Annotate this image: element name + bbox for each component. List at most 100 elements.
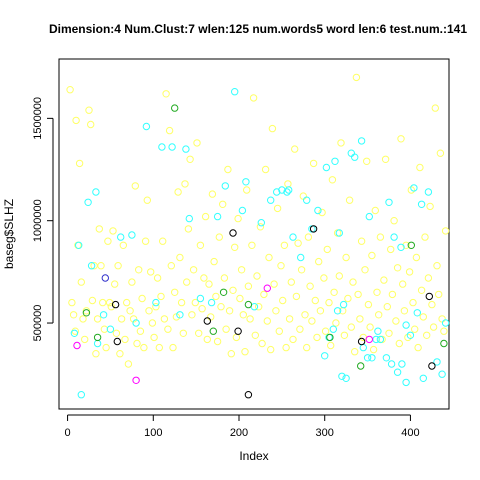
data-point-cyan-4: [87, 262, 96, 270]
data-point-cyan-8: [106, 325, 115, 333]
data-point-yellow-165: [349, 278, 357, 286]
data-point-yellow-25: [109, 227, 117, 235]
data-point-black-5: [244, 391, 253, 399]
data-point-yellow-99: [236, 294, 244, 303]
data-point-green-8: [407, 241, 415, 250]
data-point-yellow-92: [224, 165, 232, 174]
data-point-yellow-93: [225, 307, 234, 315]
data-point-cyan-56: [441, 319, 450, 327]
data-point-yellow-151: [325, 298, 333, 307]
data-point-yellow-15: [92, 350, 100, 358]
data-point-yellow-168: [354, 290, 362, 299]
data-point-yellow-77: [198, 305, 206, 313]
data-point-yellow-147: [318, 208, 326, 217]
data-point-yellow-81: [205, 280, 213, 288]
data-point-yellow-131: [291, 145, 299, 153]
data-point-cyan-33: [289, 233, 297, 241]
data-point-cyan-24: [238, 206, 247, 215]
data-point-yellow-183: [380, 276, 388, 284]
data-point-yellow-172: [361, 266, 369, 274]
data-point-cyan-40: [335, 229, 343, 237]
data-point-yellow-209: [424, 274, 433, 282]
data-point-yellow-85: [212, 292, 220, 301]
data-point-yellow-142: [309, 159, 318, 168]
data-point-yellow-175: [366, 323, 374, 331]
data-point-black-2: [203, 317, 212, 325]
data-point-yellow-76: [196, 241, 205, 250]
data-point-yellow-125: [280, 241, 289, 250]
data-point-yellow-42: [138, 294, 146, 303]
data-point-black-9: [428, 362, 436, 370]
data-point-yellow-91: [222, 325, 230, 333]
x-axis-label: Index: [239, 449, 268, 463]
data-point-yellow-49: [150, 333, 158, 342]
data-point-yellow-69: [184, 225, 193, 233]
data-point-yellow-104: [244, 282, 253, 290]
data-point-yellow-52: [155, 343, 164, 352]
data-point-yellow-120: [272, 307, 280, 315]
data-point-yellow-123: [277, 262, 285, 270]
data-point-yellow-206: [419, 313, 427, 321]
data-point-cyan-55: [438, 370, 446, 378]
data-point-yellow-102: [241, 348, 249, 356]
data-point-yellow-32: [121, 335, 129, 344]
data-point-green-3: [209, 327, 218, 335]
data-point-yellow-61: [171, 288, 179, 296]
data-point-yellow-48: [148, 319, 157, 327]
data-point-yellow-118: [268, 124, 277, 133]
data-point-cyan-38: [322, 163, 331, 172]
data-point-cyan-57: [321, 352, 329, 360]
data-point-yellow-157: [335, 272, 343, 280]
data-point-cyan-60: [333, 307, 342, 315]
data-point-yellow-10: [82, 307, 91, 315]
data-point-yellow-160: [340, 331, 349, 339]
data-point-cyan-59: [329, 325, 337, 333]
data-point-yellow-96: [231, 243, 239, 252]
data-point-magenta-2: [263, 284, 271, 292]
data-point-yellow-98: [234, 214, 242, 223]
data-point-yellow-56: [162, 90, 170, 98]
data-point-yellow-219: [441, 227, 450, 235]
data-point-cyan-35: [303, 196, 311, 204]
data-point-yellow-2: [69, 311, 78, 319]
data-point-yellow-141: [308, 317, 316, 325]
data-point-cyan-72: [402, 378, 410, 387]
data-point-black-4: [234, 327, 242, 335]
x-tick-label-2: 200: [230, 427, 248, 439]
data-point-yellow-39: [133, 339, 141, 348]
data-point-yellow-121: [273, 204, 282, 213]
data-point-cyan-31: [283, 188, 291, 196]
data-point-yellow-106: [248, 241, 256, 250]
data-point-black-8: [425, 292, 433, 301]
data-point-yellow-16: [93, 315, 102, 323]
data-point-yellow-109: [253, 272, 261, 280]
data-point-yellow-70: [186, 155, 194, 164]
data-point-yellow-74: [193, 139, 201, 147]
data-point-yellow-133: [294, 239, 302, 247]
data-point-yellow-124: [279, 296, 287, 305]
data-point-yellow-176: [368, 251, 376, 260]
data-point-yellow-101: [239, 311, 248, 319]
data-point-yellow-112: [258, 339, 266, 348]
y-axis: 500000 1000000 1500000: [32, 97, 54, 341]
data-point-yellow-150: [323, 245, 331, 254]
data-point-yellow-135: [297, 266, 306, 274]
data-point-green-9: [440, 339, 448, 348]
x-tick-label-3: 300: [316, 427, 334, 439]
data-point-cyan-21: [213, 212, 222, 221]
data-point-cyan-27: [257, 219, 265, 227]
data-point-cyan-37: [314, 206, 322, 215]
data-point-yellow-138: [303, 343, 311, 352]
data-point-cyan-53: [424, 188, 433, 196]
data-point-yellow-184: [381, 155, 390, 164]
data-point-cyan-23: [231, 88, 239, 96]
data-point-black-1: [113, 337, 122, 346]
data-point-cyan-15: [168, 143, 176, 151]
data-point-yellow-202: [412, 253, 421, 262]
data-point-yellow-114: [261, 165, 270, 174]
data-point-cyan-11: [132, 319, 140, 327]
data-point-cyan-12: [142, 122, 151, 131]
data-point-yellow-88: [217, 303, 225, 311]
data-point-yellow-126: [282, 343, 290, 352]
